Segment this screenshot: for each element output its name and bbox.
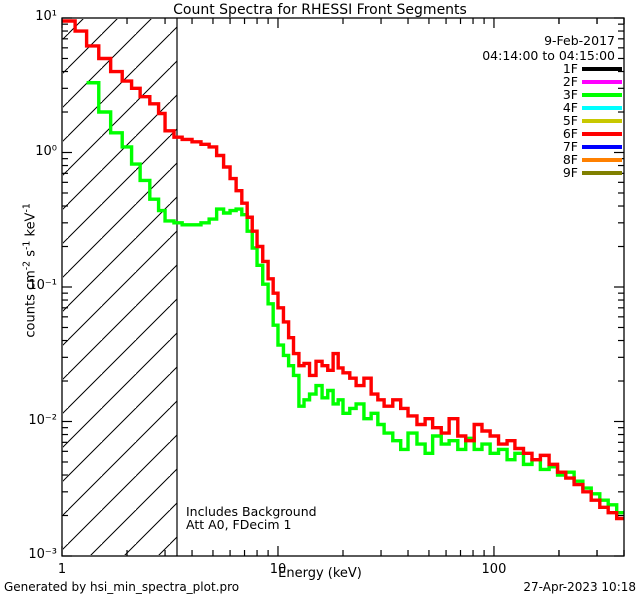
annotation-includes-background: Includes Background — [186, 504, 317, 519]
x-tick-label: 1 — [57, 562, 67, 577]
series-6F-line — [62, 19, 624, 521]
legend-color-swatch — [582, 171, 622, 175]
legend-label: 9F — [562, 165, 578, 180]
y-tick-label: 10⁻² — [28, 412, 57, 428]
legend-item-1F: 1F — [504, 61, 624, 76]
legend-color-swatch — [582, 80, 622, 84]
legend-label: 5F — [562, 113, 578, 128]
legend-color-swatch — [582, 119, 622, 123]
annotation-attenuator-state: Att A0, FDecim 1 — [186, 517, 292, 532]
legend-item-5F: 5F — [504, 113, 624, 128]
footer-generated-by: Generated by hsi_min_spectra_plot.pro — [4, 580, 240, 594]
excluded-energy-hatch — [63, 18, 178, 556]
y-tick-label: 10¹ — [35, 9, 57, 24]
legend-item-9F: 9F — [504, 165, 624, 180]
data-series-layer — [62, 19, 624, 521]
legend-color-swatch — [582, 93, 622, 97]
y-tick-label: 10⁻³ — [28, 547, 57, 562]
x-axis-label: Energy (keV) — [278, 566, 362, 581]
y-tick-label: 10⁻¹ — [28, 278, 57, 293]
legend-color-swatch — [582, 106, 622, 110]
y-tick-label: 10⁰ — [35, 143, 57, 159]
series-3F-line — [86, 81, 624, 515]
legend-item-6F: 6F — [504, 126, 624, 141]
legend-item-2F: 2F — [504, 74, 624, 89]
legend-label: 3F — [562, 87, 578, 102]
x-tick-label: 10 — [269, 562, 287, 577]
legend-color-swatch — [582, 145, 622, 149]
observation-time-range: 04:14:00 to 04:15:00 — [482, 48, 615, 63]
observation-date: 9-Feb-2017 — [544, 33, 615, 48]
legend-label: 2F — [562, 74, 578, 89]
legend-item-3F: 3F — [504, 87, 624, 102]
legend-label: 7F — [562, 139, 578, 154]
legend-color-swatch — [582, 158, 622, 162]
legend-label: 1F — [562, 61, 578, 76]
footer-timestamp: 27-Apr-2023 10:18 — [523, 580, 636, 594]
legend-item-7F: 7F — [504, 139, 624, 154]
legend-color-swatch — [582, 67, 622, 71]
legend-item-4F: 4F — [504, 100, 624, 115]
y-axis-ticks — [62, 17, 624, 557]
x-axis-ticks — [61, 18, 625, 556]
page-title: Count Spectra for RHESSI Front Segments — [173, 2, 467, 18]
legend-color-swatch — [582, 132, 622, 136]
legend-label: 8F — [562, 152, 578, 167]
legend-label: 4F — [562, 100, 578, 115]
x-tick-label: 100 — [481, 562, 507, 577]
legend-label: 6F — [562, 126, 578, 141]
axes-layer — [61, 17, 625, 557]
legend-item-8F: 8F — [504, 152, 624, 167]
